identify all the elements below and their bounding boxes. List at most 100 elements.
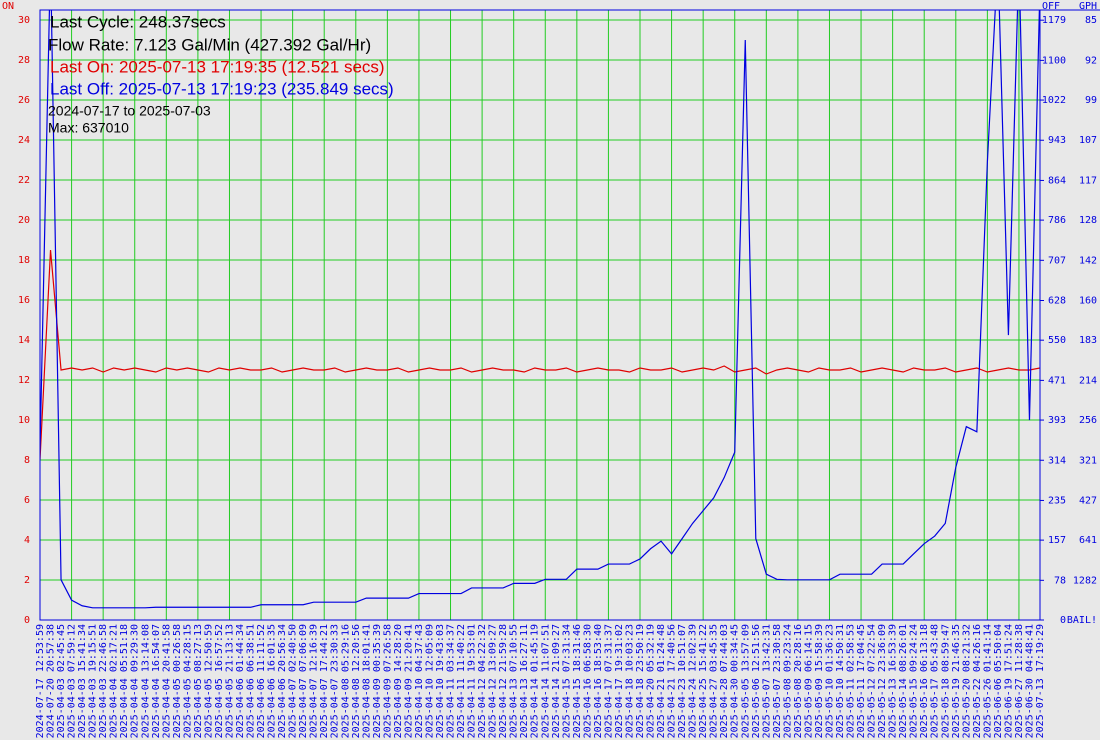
x-tick-label: 2025-04-06 06:38:51 [246,624,257,738]
y-tick-label: 4 [24,535,30,546]
x-tick-label: 2025-05-05 13:57:09 [740,624,751,738]
x-tick-label: 2024-07-20 20:57:38 [46,624,57,738]
x-tick-label: 2025-04-08 12:20:56 [351,624,362,738]
x-tick-label: 2025-05-12 23:36:09 [877,624,888,738]
y-axis-title: ON [2,1,14,12]
x-tick-label: 2025-04-08 05:29:16 [340,624,351,738]
plot-border [39,9,1041,621]
x-tick-label: 2025-06-30 04:48:41 [1024,624,1035,738]
x-tick-label: 2025-05-12 07:22:54 [867,624,878,738]
x-tick-label: 2025-04-07 07:06:09 [298,624,309,738]
x-tick-label: 2025-04-09 21:20:41 [403,624,414,738]
y-tick-label: 16 [18,295,30,306]
y2-tick-label: 1100 [1042,55,1066,66]
x-tick-label: 2025-04-04 09:29:30 [130,624,141,738]
last-off: Last Off: 2025-07-13 17:19:23 (235.849 s… [50,79,394,98]
x-tick-label: 2025-05-13 16:53:39 [888,624,899,738]
y3-axis-title: GPH [1079,1,1097,12]
x-tick-label: 2025-04-24 12:02:39 [688,624,699,738]
y2-tick-label: 393 [1048,415,1066,426]
x-tick-label: 2025-05-09 15:58:39 [814,624,825,738]
x-tick-label: 2025-04-10 12:05:09 [424,624,435,738]
x-tick-label: 2025-05-09 06:14:15 [803,624,814,738]
x-tick-label: 2025-05-10 01:36:23 [824,624,835,738]
y-tick-label: 8 [24,455,30,466]
x-tick-label: 2025-04-18 23:50:19 [635,624,646,738]
y2-tick-label: 235 [1048,495,1066,506]
y-tick-label: 28 [18,55,30,66]
y-tick-label: 10 [18,415,30,426]
x-tick-label: 2025-04-04 02:17:21 [109,624,120,738]
x-tick-label: 2025-04-17 07:31:37 [603,624,614,738]
y2-tick-label: 707 [1048,255,1066,266]
x-tick-label: 2025-04-05 16:57:52 [214,624,225,738]
y2-tick-label: 0 [1060,615,1066,626]
x-tick-label: 2025-04-07 17:44:21 [319,624,330,738]
y2-tick-label: 550 [1048,335,1066,346]
y3-tick-label: 160 [1079,296,1097,307]
x-tick-label: 2025-04-07 12:16:39 [309,624,320,738]
x-tick-label: 2025-05-10 14:50:31 [835,624,846,738]
x-tick-label: 2025-04-04 16:54:07 [151,624,162,738]
x-tick-label: 2025-04-06 20:56:34 [277,624,288,738]
x-tick-label: 2024-07-17 12:53:59 [35,624,46,738]
x-tick-label: 2025-05-08 09:23:24 [782,624,793,738]
x-tick-label: 2025-04-04 05:51:18 [119,624,130,738]
y3-tick-label: 641 [1079,535,1097,546]
y2-tick-label: 78 [1054,575,1066,586]
y-tick-label: 26 [18,95,30,106]
x-tick-label: 2025-04-04 13:14:08 [140,624,151,738]
x-tick-label: 2025-04-03 02:45:45 [56,624,67,738]
x-tick-label: 2025-05-18 08:59:47 [940,624,951,738]
last-on: Last On: 2025-07-13 17:19:35 (12.521 sec… [50,57,385,76]
x-tick-label: 2025-04-21 01:24:48 [656,624,667,738]
x-tick-label: 2025-04-13 07:10:55 [509,624,520,738]
x-tick-label: 2025-04-21 17:40:56 [667,624,678,738]
x-tick-label: 2025-04-28 07:44:03 [719,624,730,738]
x-tick-label: 2025-04-06 16:01:35 [267,624,278,738]
plot-area [40,10,1040,620]
y-tick-label: 14 [18,335,30,346]
x-tick-label: 2025-04-27 03:45:35 [709,624,720,738]
x-tick-label: 2025-04-04 20:41:58 [161,624,172,738]
y2-tick-label: 864 [1048,175,1066,186]
x-tick-label: 2025-05-11 17:04:45 [856,624,867,738]
y3-tick-label: BAIL! [1067,615,1097,626]
x-tick-label: 2025-04-12 13:09:27 [488,624,499,738]
y3-tick-label: 183 [1079,335,1097,346]
x-tick-label: 2025-04-14 21:09:27 [551,624,562,738]
date-range: 2024-07-17 to 2025-07-03 [48,103,211,119]
y2-tick-label: 943 [1048,135,1066,146]
x-tick-label: 2025-04-03 19:15:51 [88,624,99,738]
x-tick-label: 2025-04-09 07:26:58 [382,624,393,738]
y2-tick-label: 1022 [1042,95,1066,106]
header-line: Last Cycle: 248.37secs [50,12,226,31]
x-tick-label: 2025-04-18 10:03:23 [624,624,635,738]
x-tick-label: 2025-05-07 13:42:31 [761,624,772,738]
x-tick-label: 2025-04-14 11:07:51 [540,624,551,738]
y-tick-label: 24 [18,135,30,146]
y2-tick-label: 471 [1048,375,1066,386]
x-tick-label: 2025-04-15 07:31:34 [561,624,572,738]
x-tick-label: 2025-04-05 21:13:13 [224,624,235,738]
x-tick-label: 2025-05-08 20:28:16 [793,624,804,738]
x-tick-label: 2025-04-03 22:46:58 [98,624,109,738]
header-line: Flow Rate: 7.123 Gal/Min (427.392 Gal/Hr… [48,35,371,54]
x-tick-label: 2025-04-03 15:41:34 [77,624,88,738]
x-tick-label: 2025-04-16 18:53:40 [593,624,604,738]
x-tick-label: 2025-05-07 23:30:58 [772,624,783,738]
y3-tick-label: 85 [1085,15,1097,26]
x-tick-label: 2025-04-09 14:28:20 [393,624,404,738]
x-tick-label: 2025-05-15 09:24:24 [909,624,920,738]
y3-tick-label: 142 [1079,255,1097,266]
y2-tick-label: 314 [1048,455,1066,466]
x-tick-label: 2025-05-20 08:21:32 [961,624,972,738]
x-tick-label: 2025-04-23 10:51:07 [677,624,688,738]
x-tick-label: 2025-04-15 18:31:46 [572,624,583,738]
x-tick-label: 2025-04-05 12:50:59 [203,624,214,738]
x-tick-label: 2025-04-11 19:53:01 [467,624,478,738]
x-tick-label: 2025-06-06 05:50:04 [993,624,1004,738]
x-tick-label: 2025-04-25 15:41:22 [698,624,709,738]
